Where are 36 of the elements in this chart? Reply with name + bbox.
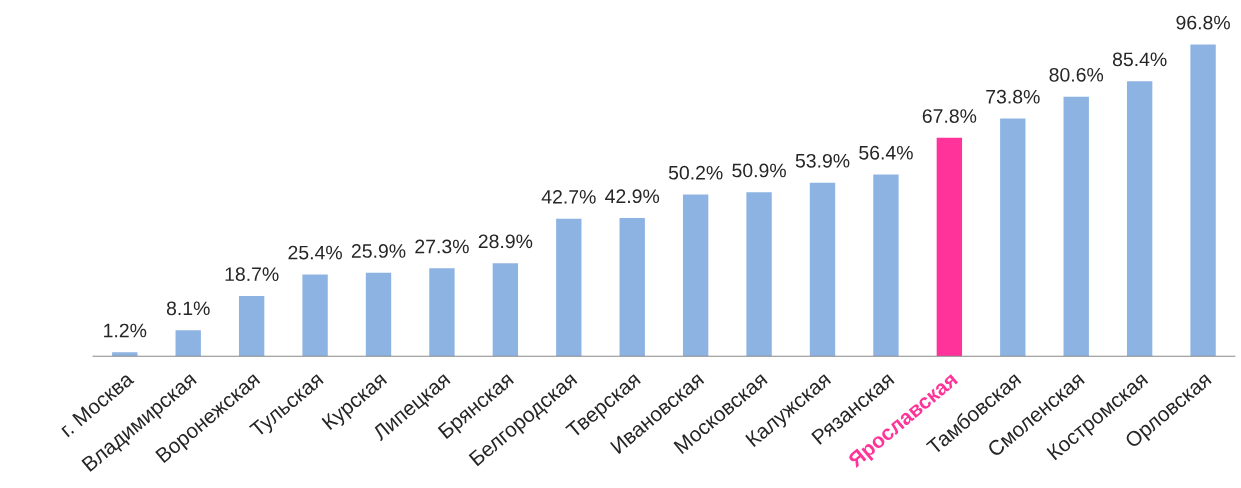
data-label: 73.8% (986, 89, 1040, 104)
bar (809, 182, 836, 357)
bar (238, 296, 265, 357)
bar (365, 272, 392, 357)
bar (429, 268, 455, 357)
data-label: 67.8% (922, 109, 977, 123)
data-label: 50.9% (732, 163, 786, 178)
data-label: 28.9% (478, 234, 533, 249)
data-label: 8.1% (166, 301, 210, 316)
bar (1063, 96, 1089, 357)
bar (746, 192, 772, 357)
data-label: 85.4% (1112, 52, 1167, 67)
bar (492, 263, 519, 357)
bar (1190, 44, 1216, 357)
data-label: 1.2% (104, 323, 147, 338)
data-label: 42.7% (541, 189, 596, 204)
bar (1126, 81, 1153, 357)
data-label: 18.7% (225, 267, 279, 282)
bar (1000, 118, 1026, 357)
data-label: 80.6% (1049, 67, 1104, 82)
bar (936, 137, 963, 357)
bar (619, 218, 645, 357)
data-label: 25.9% (351, 244, 406, 258)
data-label: 96.8% (1176, 15, 1230, 30)
data-label: 25.4% (288, 245, 342, 260)
bar (556, 218, 582, 357)
data-label: 56.4% (859, 145, 913, 160)
data-label: 50.2% (668, 165, 723, 180)
data-label: 27.3% (415, 239, 469, 254)
bar (873, 174, 899, 357)
data-label: 53.9% (795, 153, 850, 168)
bar (175, 330, 201, 357)
bar (112, 352, 138, 357)
bar (302, 274, 328, 357)
data-label: 42.9% (605, 189, 660, 204)
bar (682, 194, 709, 357)
